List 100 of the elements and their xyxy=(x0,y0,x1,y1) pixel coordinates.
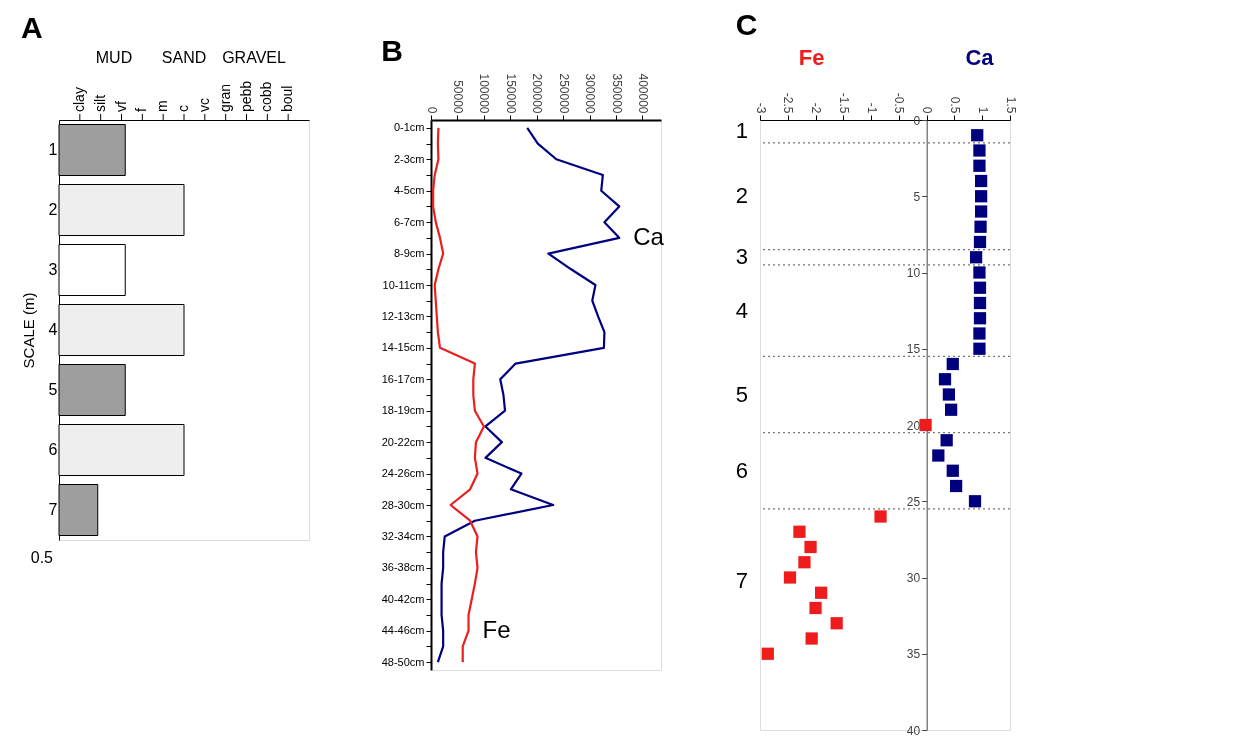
point xyxy=(973,159,986,172)
text: 0.5 xyxy=(30,549,54,566)
point xyxy=(971,129,984,142)
y-tick-label: 1 xyxy=(48,141,58,158)
text: Fe xyxy=(798,45,825,70)
x-tick-label: 0.5 xyxy=(947,96,962,114)
y-tick-label: 0-1cm xyxy=(393,121,425,134)
x-tick-label: 350000 xyxy=(609,73,624,114)
x-tick-label: 1.5 xyxy=(1003,96,1018,114)
point xyxy=(973,266,986,279)
y-tick-label: 4-5cm xyxy=(393,184,425,197)
y-tick-label: 14-15cm xyxy=(381,341,425,354)
y-tick-label: 30 xyxy=(906,571,921,585)
y-tick-label: 32-34cm xyxy=(381,529,425,542)
point xyxy=(949,479,963,493)
y-tick-label: 24-26cm xyxy=(381,467,425,480)
text: 6 xyxy=(735,457,748,483)
point xyxy=(946,464,959,477)
x-tick-label: 150000 xyxy=(503,73,518,114)
x-tick-label: -3 xyxy=(753,102,768,114)
text: gran xyxy=(216,83,233,112)
point xyxy=(805,632,818,645)
point xyxy=(946,357,959,371)
text: f xyxy=(133,108,150,112)
y-tick-label: 6 xyxy=(48,441,58,458)
y-tick-label: 3 xyxy=(48,261,58,278)
x-tick-label: 0 xyxy=(424,106,439,114)
x-tick-label: 300000 xyxy=(583,73,598,114)
text: 2 xyxy=(735,183,748,209)
point xyxy=(919,418,932,432)
x-tick-label: 100000 xyxy=(477,73,492,114)
x-tick-label: -1 xyxy=(864,102,879,114)
point xyxy=(974,190,988,203)
x-tick-label: 200000 xyxy=(530,73,545,114)
y-tick-label: 40-42cm xyxy=(381,592,425,605)
text: cobb xyxy=(258,81,275,112)
y-tick-label: 10-11cm xyxy=(382,278,425,291)
series-label: Ca xyxy=(633,222,665,250)
chart-title: A xyxy=(21,11,43,44)
text: SAND xyxy=(161,49,207,66)
y-tick-label: 5 xyxy=(913,189,921,204)
text: vf xyxy=(112,101,129,112)
y-tick-label: 5 xyxy=(48,381,58,398)
y-tick-label: 48-50cm xyxy=(381,655,425,668)
text: boul xyxy=(279,85,296,112)
y-tick-label: 2 xyxy=(48,201,58,218)
point xyxy=(974,220,987,233)
y-tick-label: 40 xyxy=(906,723,921,738)
y-tick-label: 6-7cm xyxy=(393,215,425,228)
point xyxy=(809,601,822,615)
point xyxy=(874,510,887,523)
text: m xyxy=(154,100,171,112)
y-tick-label: 35 xyxy=(906,647,921,662)
y-tick-label: 28-30cm xyxy=(381,498,425,511)
text: 7 xyxy=(735,568,748,594)
chart-title: C xyxy=(735,8,758,41)
point xyxy=(944,403,958,416)
point xyxy=(932,449,945,462)
series-label: Fe xyxy=(482,615,511,643)
y-tick-label: 2-3cm xyxy=(393,152,425,165)
x-tick-label: -2.5 xyxy=(781,92,796,114)
text: c xyxy=(175,105,191,112)
point xyxy=(973,296,987,310)
text: vc xyxy=(195,98,212,112)
y-tick-label: 8-9cm xyxy=(393,247,425,260)
point xyxy=(940,434,953,447)
y-axis-title: SCALE (m) xyxy=(19,292,37,369)
point xyxy=(973,144,986,157)
point xyxy=(974,205,988,218)
point xyxy=(969,251,983,264)
text: pebb xyxy=(237,80,254,112)
point xyxy=(804,540,817,554)
text: 5 xyxy=(735,381,748,407)
x-tick-label: 0 xyxy=(920,106,935,114)
text: clay xyxy=(70,87,87,112)
text: silt xyxy=(91,94,108,112)
point xyxy=(798,556,811,569)
point xyxy=(974,174,988,188)
y-tick-label: 15 xyxy=(906,342,921,357)
x-tick-label: -1.5 xyxy=(836,92,851,114)
text: GRAVEL xyxy=(222,49,286,66)
y-tick-label: 18-19cm xyxy=(381,404,425,417)
y-tick-label: 10 xyxy=(906,266,921,280)
text: Ca xyxy=(965,45,995,70)
y-tick-label: 7 xyxy=(48,501,58,518)
x-tick-label: 1 xyxy=(975,106,990,114)
point xyxy=(973,312,987,325)
text: 3 xyxy=(735,244,748,270)
point xyxy=(793,525,806,538)
y-tick-label: 16-17cm xyxy=(381,372,425,385)
point xyxy=(783,571,797,584)
y-tick-label: 25 xyxy=(906,494,921,509)
text: 4 xyxy=(735,297,748,323)
x-tick-label: 400000 xyxy=(635,73,650,114)
point xyxy=(973,342,986,355)
x-tick-label: 250000 xyxy=(556,73,571,114)
point xyxy=(830,617,843,630)
point xyxy=(973,235,987,249)
chart-title: B xyxy=(381,33,403,67)
point xyxy=(968,495,982,508)
